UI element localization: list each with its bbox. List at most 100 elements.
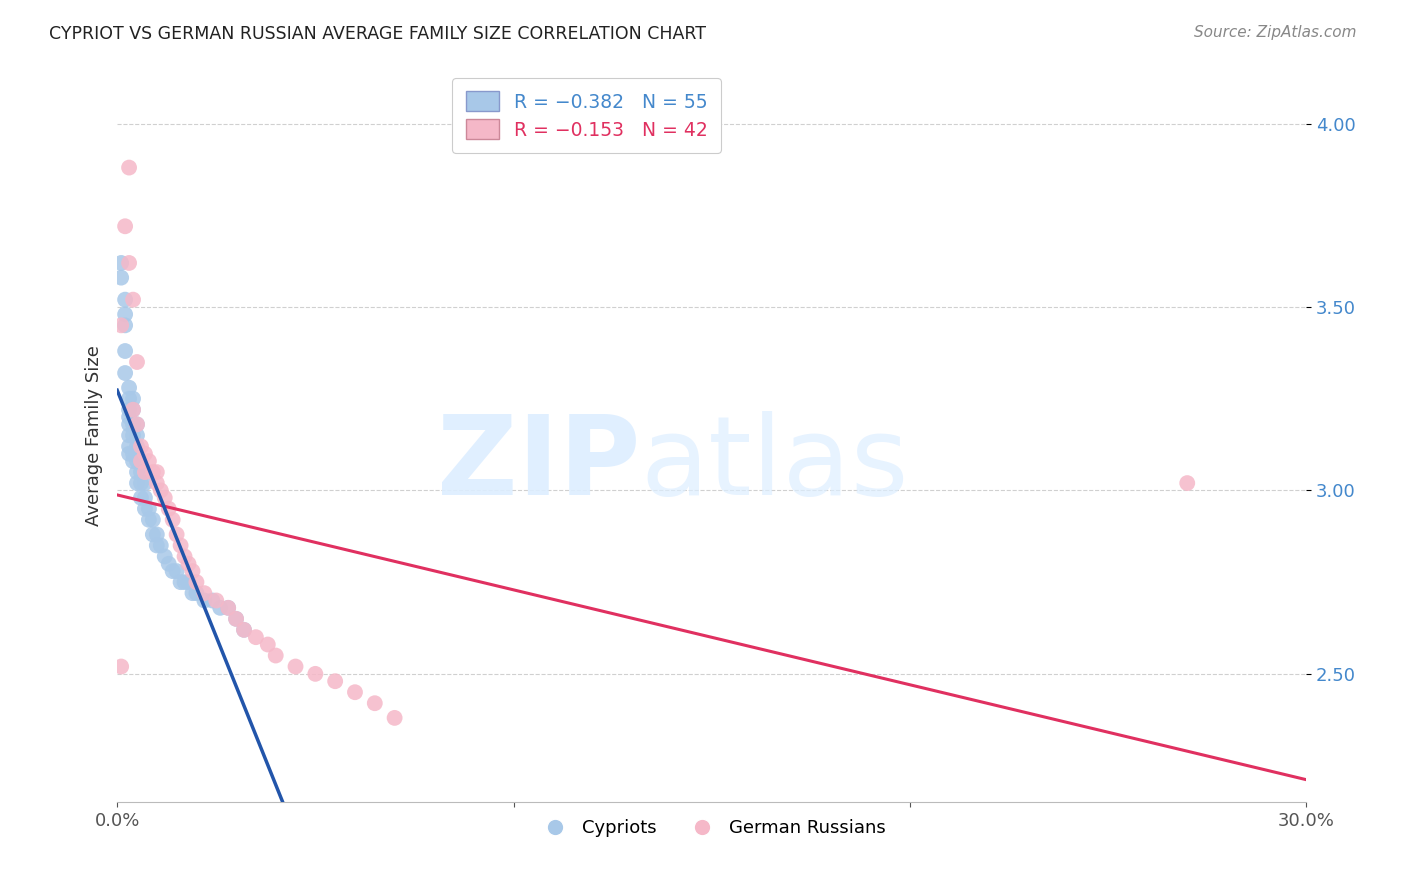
Point xyxy=(134,476,156,491)
Point xyxy=(110,256,132,270)
Point xyxy=(149,538,172,552)
Point xyxy=(245,630,267,644)
Point xyxy=(129,465,152,479)
Point xyxy=(138,501,160,516)
Point xyxy=(122,428,145,442)
Point xyxy=(186,586,208,600)
Point xyxy=(114,318,136,333)
Point xyxy=(134,501,156,516)
Point xyxy=(118,428,141,442)
Point xyxy=(205,593,228,607)
Point xyxy=(114,344,136,359)
Point xyxy=(122,417,145,432)
Point xyxy=(118,410,141,425)
Text: Source: ZipAtlas.com: Source: ZipAtlas.com xyxy=(1194,25,1357,40)
Point xyxy=(193,586,215,600)
Text: atlas: atlas xyxy=(640,411,908,518)
Point xyxy=(129,439,152,453)
Point xyxy=(162,564,184,578)
Point xyxy=(173,549,195,564)
Point xyxy=(166,564,188,578)
Point xyxy=(149,483,172,498)
Point xyxy=(118,392,141,406)
Point xyxy=(138,454,160,468)
Point xyxy=(166,527,188,541)
Point xyxy=(284,659,307,673)
Point xyxy=(118,447,141,461)
Point xyxy=(181,564,204,578)
Point xyxy=(201,593,224,607)
Point xyxy=(125,428,148,442)
Point xyxy=(129,454,152,468)
Point xyxy=(225,612,247,626)
Point xyxy=(233,623,256,637)
Point xyxy=(122,454,145,468)
Point xyxy=(125,355,148,369)
Point xyxy=(125,417,148,432)
Legend: Cypriots, German Russians: Cypriots, German Russians xyxy=(530,812,893,845)
Point xyxy=(122,402,145,417)
Point xyxy=(125,417,148,432)
Point xyxy=(209,600,232,615)
Point xyxy=(169,575,191,590)
Text: ZIP: ZIP xyxy=(437,411,640,518)
Point xyxy=(146,527,169,541)
Point xyxy=(146,465,169,479)
Point xyxy=(233,623,256,637)
Point xyxy=(157,501,180,516)
Point xyxy=(153,491,176,505)
Point xyxy=(264,648,287,663)
Point xyxy=(114,307,136,321)
Point xyxy=(138,513,160,527)
Point xyxy=(1175,476,1198,491)
Point xyxy=(134,465,156,479)
Point xyxy=(122,392,145,406)
Point xyxy=(118,402,141,417)
Point xyxy=(217,600,239,615)
Point xyxy=(134,447,156,461)
Point xyxy=(181,586,204,600)
Point xyxy=(110,270,132,285)
Point xyxy=(110,318,132,333)
Point xyxy=(114,293,136,307)
Point xyxy=(114,366,136,380)
Text: CYPRIOT VS GERMAN RUSSIAN AVERAGE FAMILY SIZE CORRELATION CHART: CYPRIOT VS GERMAN RUSSIAN AVERAGE FAMILY… xyxy=(49,25,706,43)
Point xyxy=(217,600,239,615)
Point xyxy=(114,219,136,234)
Point xyxy=(146,538,169,552)
Point xyxy=(343,685,366,699)
Point xyxy=(125,465,148,479)
Point xyxy=(256,638,278,652)
Point xyxy=(122,293,145,307)
Point xyxy=(118,439,141,453)
Point xyxy=(146,476,169,491)
Point xyxy=(162,513,184,527)
Point xyxy=(384,711,406,725)
Point xyxy=(118,256,141,270)
Point xyxy=(142,527,165,541)
Point xyxy=(118,417,141,432)
Point xyxy=(177,575,200,590)
Point xyxy=(157,557,180,571)
Point xyxy=(153,549,176,564)
Point xyxy=(323,674,346,689)
Point xyxy=(304,666,326,681)
Point xyxy=(110,659,132,673)
Y-axis label: Average Family Size: Average Family Size xyxy=(86,345,103,525)
Point xyxy=(122,402,145,417)
Point xyxy=(125,439,148,453)
Point xyxy=(142,465,165,479)
Point xyxy=(173,575,195,590)
Point xyxy=(142,513,165,527)
Point xyxy=(169,538,191,552)
Point xyxy=(134,491,156,505)
Point xyxy=(193,593,215,607)
Point xyxy=(118,161,141,175)
Point xyxy=(125,476,148,491)
Point xyxy=(364,696,387,710)
Point xyxy=(225,612,247,626)
Point xyxy=(122,447,145,461)
Point xyxy=(125,454,148,468)
Point xyxy=(118,381,141,395)
Point xyxy=(129,491,152,505)
